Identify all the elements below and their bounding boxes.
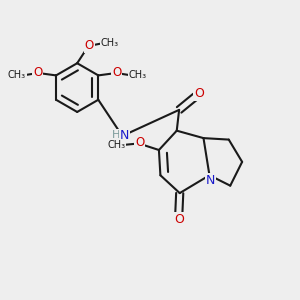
Text: O: O — [33, 66, 42, 79]
Text: CH₃: CH₃ — [128, 70, 147, 80]
Text: O: O — [135, 136, 144, 149]
Text: O: O — [174, 213, 184, 226]
Text: N: N — [206, 174, 216, 187]
Text: N: N — [120, 129, 129, 142]
Text: CH₃: CH₃ — [108, 140, 126, 150]
Text: O: O — [194, 87, 204, 100]
Text: O: O — [112, 66, 121, 79]
Text: O: O — [84, 39, 94, 52]
Text: H: H — [112, 130, 121, 140]
Text: CH₃: CH₃ — [101, 38, 119, 48]
Text: CH₃: CH₃ — [8, 70, 26, 80]
